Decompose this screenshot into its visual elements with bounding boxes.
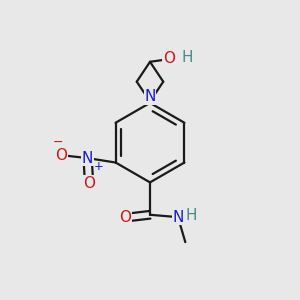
Text: N: N — [144, 89, 156, 104]
Text: N: N — [172, 210, 184, 225]
Text: O: O — [163, 51, 175, 66]
Text: O: O — [119, 210, 131, 225]
Text: N: N — [82, 151, 93, 166]
Text: O: O — [55, 148, 67, 163]
Text: O: O — [83, 176, 95, 190]
Text: +: + — [94, 160, 104, 172]
Text: H: H — [182, 50, 193, 65]
Text: H: H — [185, 208, 197, 223]
Text: −: − — [52, 136, 63, 149]
